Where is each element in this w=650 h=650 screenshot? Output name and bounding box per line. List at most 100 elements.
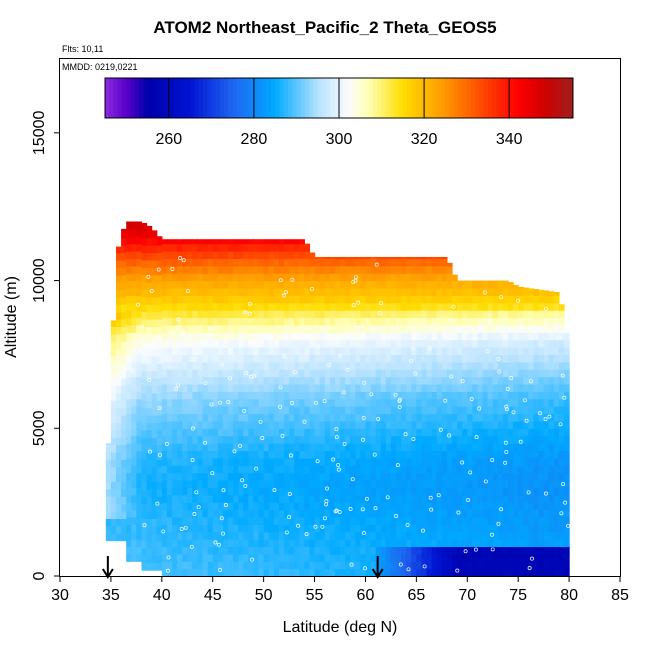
heat-cell	[518, 287, 524, 296]
heat-cell	[248, 324, 255, 333]
heat-cell	[401, 553, 407, 562]
heat-cell	[350, 258, 356, 267]
heat-cell	[528, 332, 535, 341]
heat-cell	[273, 258, 280, 267]
heat-cell	[151, 333, 158, 342]
heat-cell	[406, 553, 412, 562]
heat-cell	[136, 236, 143, 245]
heat-cell	[258, 487, 265, 496]
heat-cell	[452, 310, 458, 319]
heat-cell	[543, 428, 550, 437]
observation-point	[164, 441, 169, 446]
heat-cell	[385, 317, 392, 326]
heat-cell	[492, 479, 499, 488]
heat-cell	[161, 258, 168, 267]
heat-cell	[487, 413, 494, 422]
heat-cell	[334, 479, 341, 488]
heat-cell	[396, 479, 402, 488]
heat-cell	[533, 354, 540, 363]
heat-cell	[340, 287, 346, 296]
heat-cell	[411, 420, 417, 429]
heat-cell	[161, 239, 168, 245]
heat-cell	[441, 494, 448, 503]
heat-cell	[390, 406, 397, 415]
heat-cell	[192, 324, 199, 333]
heat-cell	[222, 568, 229, 577]
heat-cell	[161, 479, 168, 488]
heat-cell	[248, 443, 255, 452]
heat-cell	[202, 502, 209, 511]
heat-cell	[380, 376, 387, 385]
observation-point	[411, 346, 416, 351]
heat-cell	[334, 265, 341, 274]
heat-cell	[299, 239, 305, 245]
heat-cell	[121, 304, 127, 313]
heat-cell	[467, 531, 473, 540]
observation-point	[544, 491, 548, 496]
heat-cell	[380, 361, 387, 370]
observation-point	[345, 367, 350, 372]
heat-cell	[436, 472, 443, 481]
heat-cell	[268, 265, 275, 274]
heat-cell	[187, 339, 193, 348]
heat-cell	[202, 258, 209, 267]
heat-cell	[289, 251, 295, 260]
heat-cell	[202, 354, 209, 363]
heat-cell	[202, 509, 209, 518]
heat-cell	[110, 525, 117, 534]
heat-cell	[319, 273, 326, 282]
heat-cell	[375, 295, 382, 304]
heat-cell	[365, 413, 372, 422]
heat-cell	[421, 324, 428, 333]
heat-cell	[482, 509, 489, 518]
heat-cell	[161, 420, 168, 429]
heat-cell	[233, 472, 239, 481]
observation-point	[337, 510, 342, 514]
heat-cell	[502, 391, 509, 400]
heat-cell	[345, 509, 351, 518]
colorbar-swatch	[164, 78, 170, 118]
heat-cell	[416, 487, 423, 496]
heat-cell	[146, 274, 153, 283]
heat-cell	[258, 420, 265, 429]
x-tick-label: 40	[153, 587, 171, 604]
observation-point	[403, 432, 408, 437]
heat-cell	[222, 376, 229, 385]
heat-cell	[207, 376, 214, 385]
heat-cell	[553, 398, 560, 407]
colorbar-swatch	[109, 78, 114, 118]
heat-cell	[299, 516, 305, 525]
heat-cell	[482, 568, 489, 577]
heat-cell	[141, 422, 148, 431]
observation-point	[258, 419, 263, 424]
heat-cell	[355, 494, 361, 503]
heat-cell	[248, 339, 255, 348]
heat-cell	[258, 539, 265, 548]
heat-cell	[192, 413, 199, 422]
heat-cell	[268, 435, 275, 444]
heat-cell	[406, 524, 412, 533]
heat-cell	[202, 531, 209, 540]
heat-cell	[166, 251, 173, 260]
heat-cell	[309, 494, 316, 503]
heat-cell	[502, 479, 509, 488]
heat-cell	[396, 435, 402, 444]
heat-cell	[284, 251, 290, 260]
heat-cell	[187, 539, 193, 548]
heat-cell	[207, 524, 214, 533]
heat-cell	[467, 561, 473, 570]
heat-cell	[161, 287, 168, 296]
heat-cell	[472, 369, 479, 378]
heat-cell	[156, 304, 163, 313]
heat-cell	[477, 494, 484, 503]
heat-cell	[172, 539, 178, 548]
heat-cell	[329, 472, 336, 481]
heat-cell	[533, 391, 540, 400]
heat-cell	[401, 428, 407, 437]
heat-cell	[202, 443, 209, 452]
heat-cell	[161, 243, 168, 252]
heat-cell	[401, 295, 407, 304]
heat-cell	[253, 479, 260, 488]
heat-cell	[508, 302, 514, 311]
heat-cell	[355, 457, 361, 466]
